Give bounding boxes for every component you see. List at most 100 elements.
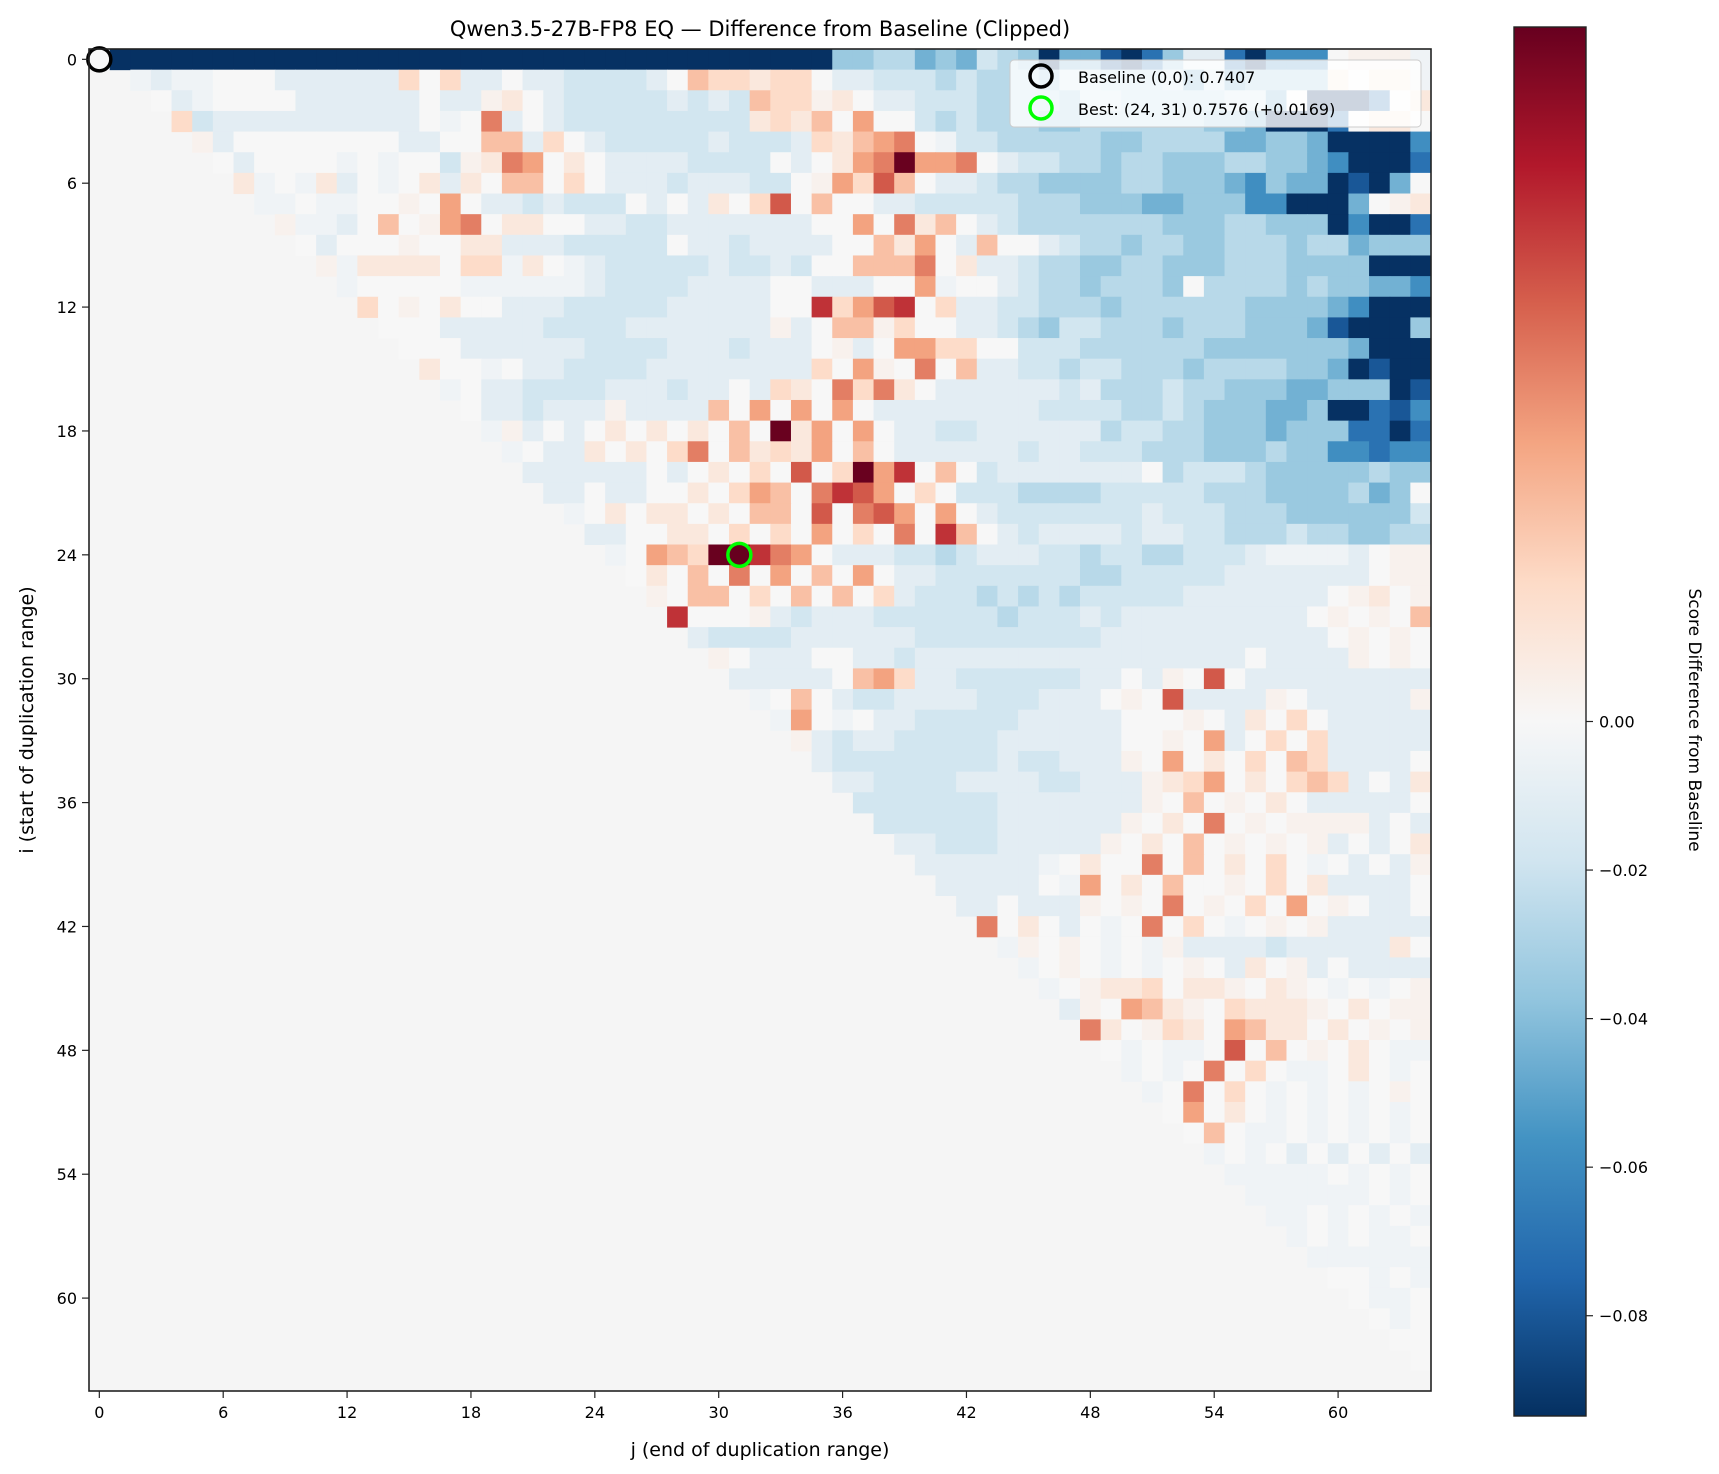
heatmap-cell bbox=[976, 523, 998, 546]
heatmap-cell bbox=[522, 193, 544, 215]
heatmap-cell bbox=[1018, 895, 1040, 917]
heatmap-cell bbox=[997, 668, 1019, 690]
heatmap-cell bbox=[1224, 771, 1246, 793]
heatmap-cell bbox=[1369, 916, 1391, 938]
heatmap-cell bbox=[729, 441, 751, 463]
heatmap-cell bbox=[1327, 1101, 1349, 1124]
heatmap-cell bbox=[894, 152, 916, 174]
heatmap-cell bbox=[254, 193, 276, 215]
heatmap-cell bbox=[1286, 936, 1308, 958]
heatmap-cell bbox=[378, 152, 400, 174]
heatmap-cell bbox=[1141, 420, 1164, 442]
heatmap-cell bbox=[1224, 936, 1246, 958]
heatmap-cell bbox=[811, 523, 833, 546]
heatmap-cell bbox=[481, 234, 503, 256]
heatmap-cell bbox=[894, 214, 916, 236]
heatmap-cell bbox=[832, 544, 854, 566]
heatmap-cell bbox=[667, 358, 689, 380]
heatmap-cell bbox=[811, 69, 833, 91]
heatmap-cell bbox=[1224, 565, 1246, 587]
heatmap-cell bbox=[439, 152, 462, 174]
heatmap-cell bbox=[894, 131, 916, 153]
heatmap-cell bbox=[1224, 627, 1246, 649]
heatmap-cell bbox=[790, 627, 813, 649]
heatmap-cell bbox=[1038, 895, 1060, 917]
heatmap-cell bbox=[811, 90, 833, 112]
heatmap-cell bbox=[894, 523, 916, 546]
heatmap-cell bbox=[976, 874, 998, 896]
heatmap-cell bbox=[481, 110, 503, 133]
heatmap-cell bbox=[832, 461, 854, 484]
heatmap-cell bbox=[1245, 338, 1267, 360]
heatmap-cell bbox=[419, 296, 441, 318]
heatmap-cell bbox=[1286, 1225, 1308, 1247]
heatmap-cell bbox=[729, 317, 751, 339]
heatmap-cell bbox=[790, 668, 813, 690]
heatmap-cell bbox=[1162, 750, 1184, 773]
heatmap-cell bbox=[1389, 1329, 1411, 1351]
heatmap-cell bbox=[1038, 482, 1060, 504]
heatmap-cell bbox=[543, 296, 565, 318]
heatmap-cell bbox=[1369, 1308, 1391, 1330]
heatmap-cell bbox=[1286, 1143, 1308, 1165]
heatmap-cell bbox=[563, 461, 586, 484]
heatmap-cell bbox=[1307, 234, 1329, 256]
heatmap-cell bbox=[1203, 214, 1226, 236]
heatmap-cell bbox=[770, 172, 792, 195]
heatmap-cell bbox=[1307, 399, 1329, 422]
heatmap-cell bbox=[956, 420, 978, 442]
heatmap-cell bbox=[790, 49, 813, 71]
heatmap-cell bbox=[295, 152, 317, 174]
heatmap-cell bbox=[254, 110, 276, 133]
y-tick-label: 60 bbox=[57, 1289, 77, 1308]
heatmap-cell bbox=[935, 338, 957, 360]
heatmap-cell bbox=[1389, 1267, 1411, 1289]
heatmap-cell bbox=[749, 193, 771, 215]
heatmap-cell bbox=[770, 296, 792, 318]
heatmap-cell bbox=[1348, 1060, 1370, 1082]
heatmap-cell bbox=[667, 420, 689, 442]
heatmap-cell bbox=[1121, 916, 1143, 938]
heatmap-cell bbox=[1389, 1184, 1411, 1206]
heatmap-cell bbox=[1059, 193, 1081, 215]
heatmap-cell bbox=[1245, 874, 1267, 896]
heatmap-cell bbox=[1080, 957, 1102, 979]
heatmap-cell bbox=[832, 379, 854, 401]
heatmap-cell bbox=[1162, 627, 1184, 649]
heatmap-cell bbox=[1307, 1122, 1329, 1144]
heatmap-cell bbox=[1369, 482, 1391, 504]
heatmap-cell bbox=[811, 627, 833, 649]
heatmap-cell bbox=[1348, 689, 1370, 711]
heatmap-cell bbox=[563, 172, 586, 195]
heatmap-cell bbox=[1183, 565, 1205, 587]
heatmap-cell bbox=[522, 276, 544, 298]
heatmap-cell bbox=[956, 895, 978, 917]
heatmap-cell bbox=[1327, 338, 1349, 360]
heatmap-cell bbox=[997, 916, 1019, 938]
heatmap-cell bbox=[295, 214, 317, 236]
heatmap-cell bbox=[729, 152, 751, 174]
heatmap-cell bbox=[460, 69, 482, 91]
heatmap-cell bbox=[1224, 854, 1246, 876]
heatmap-cell bbox=[811, 503, 833, 525]
heatmap-cell bbox=[914, 482, 936, 504]
heatmap-cell bbox=[1389, 606, 1411, 628]
heatmap-cell bbox=[1389, 338, 1411, 360]
heatmap-cell bbox=[956, 110, 978, 133]
heatmap-cell bbox=[522, 234, 544, 256]
heatmap-cell bbox=[1369, 1205, 1391, 1227]
heatmap-cell bbox=[956, 90, 978, 112]
heatmap-cell bbox=[625, 90, 647, 112]
heatmap-cell bbox=[667, 234, 689, 256]
heatmap-cell bbox=[976, 317, 998, 339]
heatmap-cell bbox=[212, 69, 235, 91]
heatmap-cell bbox=[316, 172, 338, 195]
heatmap-cell bbox=[1183, 461, 1205, 484]
heatmap-cell bbox=[729, 585, 751, 607]
heatmap-cell bbox=[543, 172, 565, 195]
heatmap-cell bbox=[1183, 585, 1205, 607]
heatmap-cell bbox=[832, 255, 854, 277]
heatmap-cell bbox=[1369, 276, 1391, 298]
heatmap-cell bbox=[852, 689, 875, 711]
heatmap-cell bbox=[1265, 1081, 1287, 1103]
